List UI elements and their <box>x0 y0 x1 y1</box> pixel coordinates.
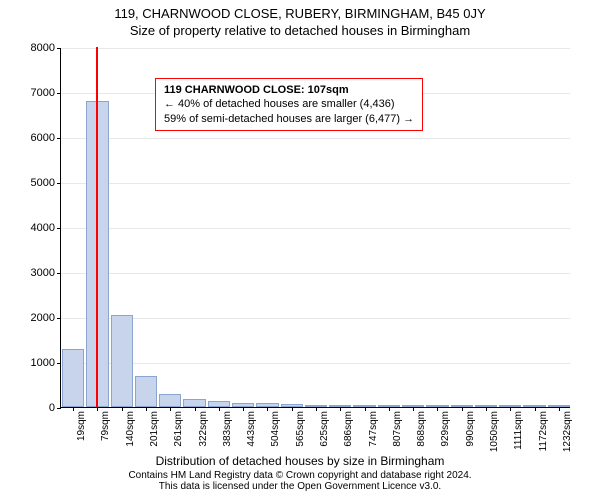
gridline <box>61 228 570 229</box>
y-tick-mark <box>57 48 61 49</box>
credit-line-2: This data is licensed under the Open Gov… <box>0 481 600 492</box>
x-tick-mark <box>73 407 74 411</box>
x-tick-mark <box>170 407 171 411</box>
y-tick-mark <box>57 273 61 274</box>
bar <box>62 349 84 408</box>
page-title: 119, CHARNWOOD CLOSE, RUBERY, BIRMINGHAM… <box>0 0 600 21</box>
y-tick-label: 3000 <box>31 267 55 279</box>
x-tick-label: 1111sqm <box>513 411 524 450</box>
credit-text: Contains HM Land Registry data © Crown c… <box>0 470 600 492</box>
x-tick-mark <box>413 407 414 411</box>
y-tick-mark <box>57 138 61 139</box>
info-box: 119 CHARNWOOD CLOSE: 107sqm ← 40% of det… <box>155 78 423 131</box>
y-tick-mark <box>57 93 61 94</box>
x-tick-label: 1172sqm <box>538 411 549 451</box>
x-tick-mark <box>195 407 196 411</box>
x-tick-label: 19sqm <box>76 411 87 441</box>
y-tick-mark <box>57 408 61 409</box>
y-tick-label: 8000 <box>31 42 55 54</box>
x-tick-mark <box>462 407 463 411</box>
x-tick-label: 261sqm <box>173 411 184 447</box>
bar <box>111 315 133 407</box>
gridline <box>61 273 570 274</box>
x-tick-label: 201sqm <box>149 411 160 447</box>
x-tick-mark <box>389 407 390 411</box>
x-tick-mark <box>365 407 366 411</box>
x-tick-label: 1232sqm <box>562 411 573 452</box>
gridline <box>61 318 570 319</box>
y-tick-mark <box>57 363 61 364</box>
y-tick-label: 6000 <box>31 132 55 144</box>
y-tick-mark <box>57 228 61 229</box>
y-tick-label: 5000 <box>31 177 55 189</box>
x-tick-label: 79sqm <box>100 411 111 441</box>
x-tick-mark <box>535 407 536 411</box>
y-tick-label: 2000 <box>31 312 55 324</box>
x-tick-label: 383sqm <box>222 411 233 447</box>
y-tick-mark <box>57 318 61 319</box>
x-tick-mark <box>486 407 487 411</box>
x-tick-label: 625sqm <box>319 411 330 447</box>
gridline <box>61 363 570 364</box>
y-tick-label: 7000 <box>31 87 55 99</box>
x-tick-label: 322sqm <box>198 411 209 447</box>
x-tick-label: 504sqm <box>270 411 281 447</box>
marker-line <box>96 47 98 407</box>
x-tick-mark <box>146 407 147 411</box>
x-tick-label: 929sqm <box>440 411 451 447</box>
x-tick-mark <box>97 407 98 411</box>
page-subtitle: Size of property relative to detached ho… <box>0 21 600 38</box>
bar <box>159 394 181 408</box>
gridline <box>61 138 570 139</box>
y-tick-label: 0 <box>49 402 55 414</box>
bar <box>183 399 205 407</box>
x-axis-label: Distribution of detached houses by size … <box>0 454 600 468</box>
x-tick-label: 868sqm <box>416 411 427 447</box>
x-tick-mark <box>316 407 317 411</box>
x-tick-mark <box>219 407 220 411</box>
x-tick-mark <box>267 407 268 411</box>
x-tick-label: 990sqm <box>465 411 476 447</box>
info-line-1: 119 CHARNWOOD CLOSE: 107sqm <box>164 83 414 97</box>
x-tick-mark <box>340 407 341 411</box>
x-tick-mark <box>510 407 511 411</box>
info-line-2: ← 40% of detached houses are smaller (4,… <box>164 97 414 111</box>
x-tick-mark <box>559 407 560 411</box>
x-tick-label: 1050sqm <box>489 411 500 452</box>
x-tick-label: 565sqm <box>295 411 306 447</box>
chart-area: 01000200030004000500060007000800019sqm79… <box>60 48 570 408</box>
y-tick-mark <box>57 183 61 184</box>
x-tick-mark <box>292 407 293 411</box>
x-tick-label: 747sqm <box>368 411 379 447</box>
y-tick-label: 4000 <box>31 222 55 234</box>
info-line-3: 59% of semi-detached houses are larger (… <box>164 112 414 126</box>
gridline <box>61 183 570 184</box>
x-tick-label: 443sqm <box>246 411 257 447</box>
x-tick-mark <box>437 407 438 411</box>
credit-line-1: Contains HM Land Registry data © Crown c… <box>128 470 471 481</box>
x-tick-label: 807sqm <box>392 411 403 447</box>
x-tick-label: 686sqm <box>343 411 354 447</box>
gridline <box>61 48 570 49</box>
x-tick-mark <box>122 407 123 411</box>
x-tick-mark <box>243 407 244 411</box>
y-tick-label: 1000 <box>31 357 55 369</box>
x-tick-label: 140sqm <box>125 411 136 447</box>
bar <box>135 376 157 407</box>
